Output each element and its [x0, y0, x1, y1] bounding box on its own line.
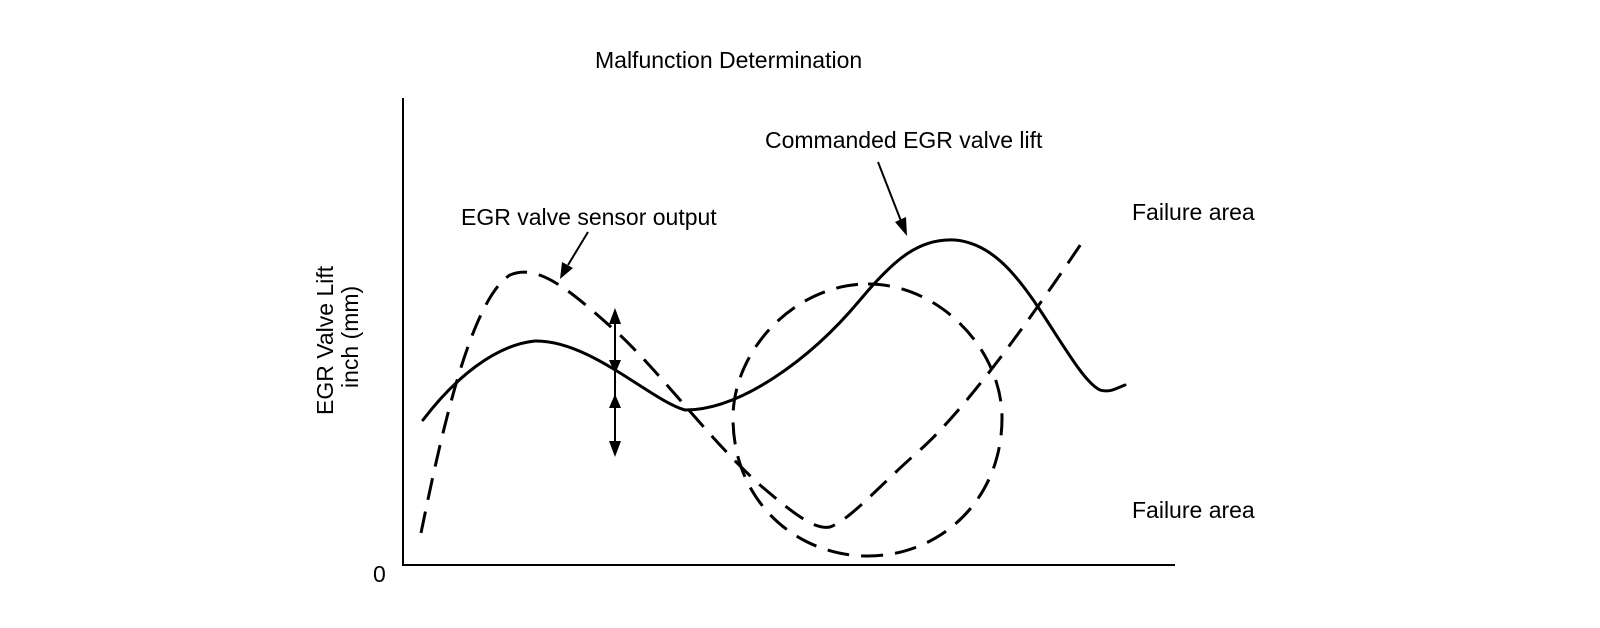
- deviation-arrow: [609, 308, 621, 457]
- deviation-arrow-head-mid-down: [609, 394, 621, 408]
- failure-area-lower-label: Failure area: [1132, 497, 1255, 523]
- sensor-label: EGR valve sensor output: [461, 204, 717, 230]
- origin-label: 0: [373, 561, 386, 587]
- sensor-pointer-arrowhead: [560, 262, 573, 279]
- commanded-pointer-arrowhead: [895, 217, 907, 236]
- deviation-arrow-head-top: [609, 308, 621, 324]
- failure-area-circle: [731, 282, 1004, 558]
- y-axis-label-line2: inch (mm): [337, 286, 363, 388]
- deviation-arrow-head-bottom: [609, 441, 621, 457]
- diagram-title: Malfunction Determination: [595, 47, 862, 73]
- sensor-pointer-line: [567, 231, 589, 266]
- y-axis-label: EGR Valve Lift inch (mm): [312, 265, 363, 415]
- failure-area-upper-label: Failure area: [1132, 199, 1255, 225]
- commanded-lift-curve: [421, 238, 1127, 422]
- deviation-arrow-head-mid-up: [609, 360, 621, 374]
- commanded-label: Commanded EGR valve lift: [765, 127, 1043, 153]
- commanded-pointer-line: [877, 161, 902, 222]
- y-axis-label-line1: EGR Valve Lift: [312, 265, 338, 415]
